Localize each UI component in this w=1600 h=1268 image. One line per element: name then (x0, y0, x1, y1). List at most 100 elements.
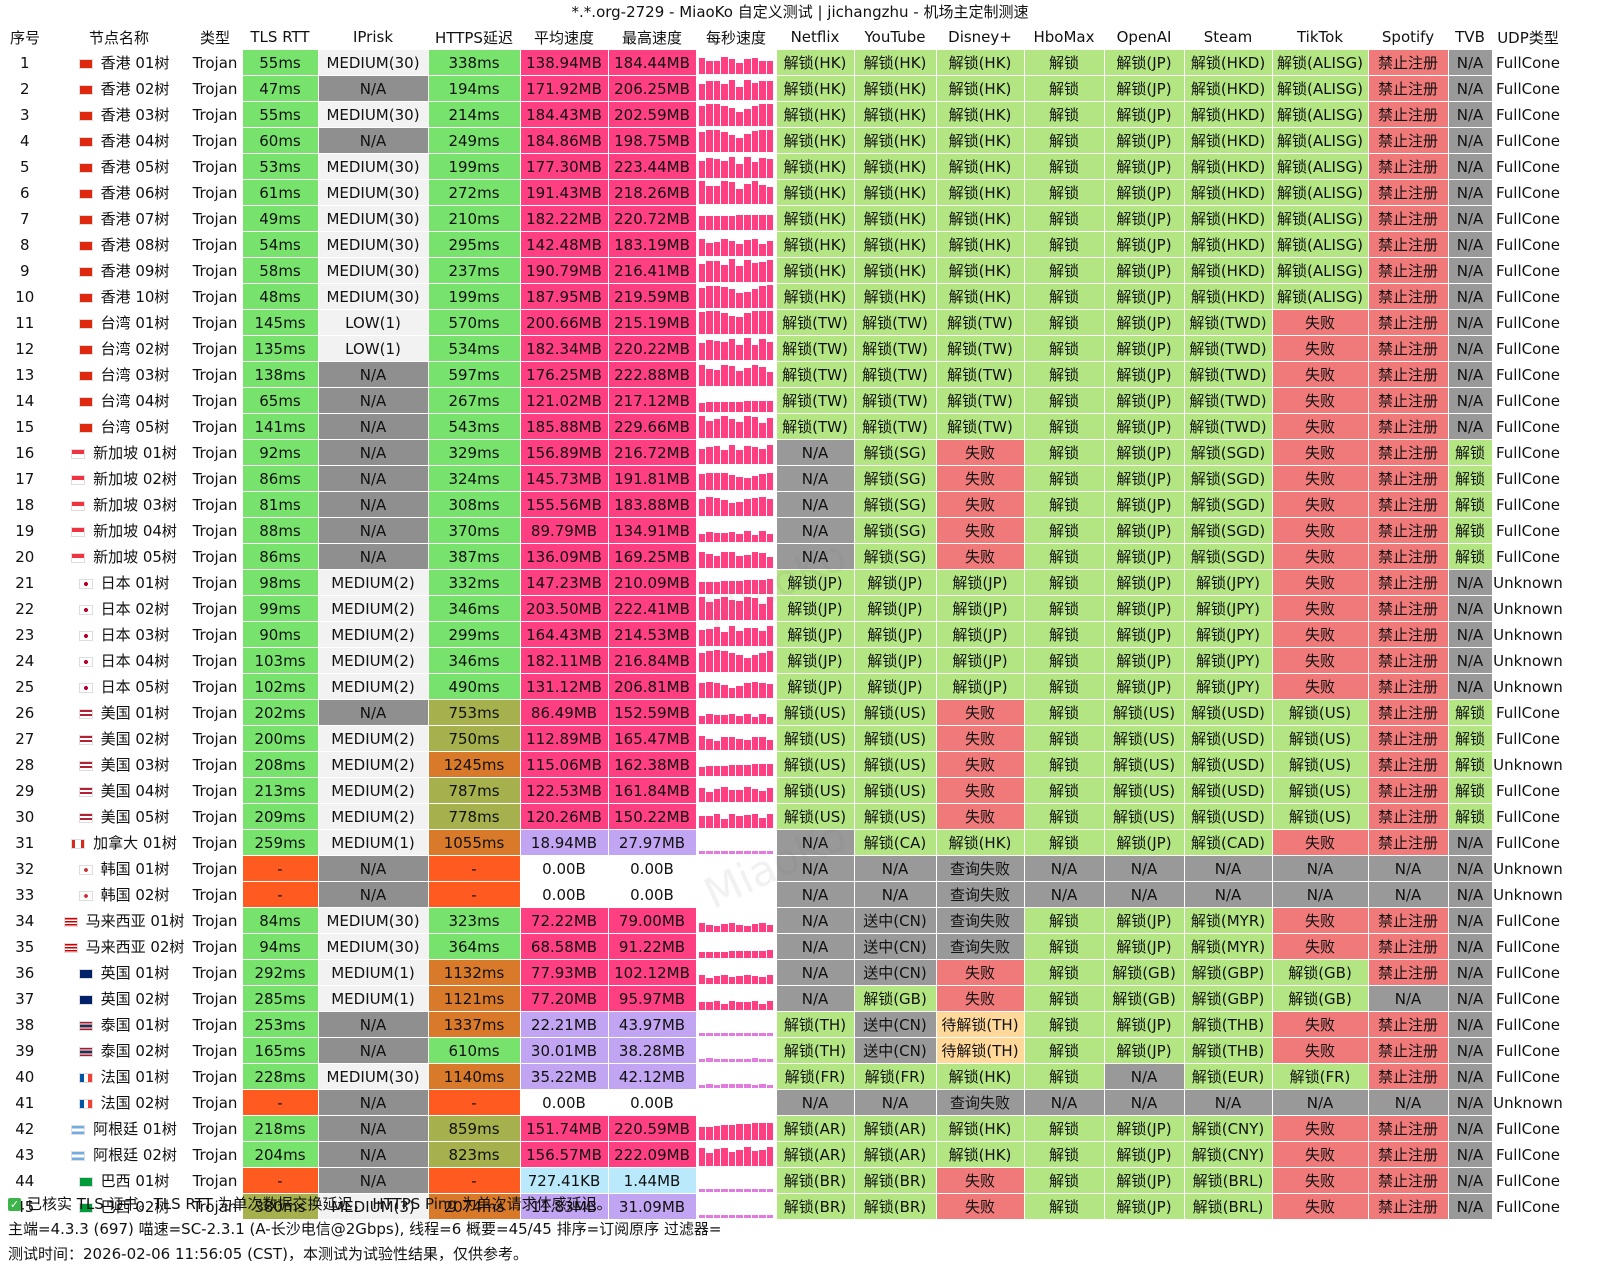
header-type[interactable]: 类型 (188, 24, 242, 50)
header-udp-type[interactable]: UDP类型 (1492, 24, 1564, 50)
table-row[interactable]: 32 韩国 01树 Trojan - N/A -0.00B 0.00B N/A N/A 查询失败 N… (0, 855, 1565, 882)
cell-per-second-speed (696, 1167, 777, 1194)
cell-avg-speed: 115.06MB (520, 751, 609, 778)
cell-index: 38 (0, 1011, 51, 1038)
table-row[interactable]: 9 香港 09树 Trojan 58ms MEDIUM(30) 237ms 190.79MB… (0, 257, 1565, 284)
table-row[interactable]: 12 台湾 02树 Trojan 135ms LOW(1) 534ms 182.34MB 22… (0, 335, 1565, 362)
header-disney[interactable]: Disney+ (936, 24, 1024, 50)
cell-steam: 解锁(JPY) (1184, 647, 1273, 674)
cell-tiktok: 解锁(ALISG) (1272, 283, 1369, 310)
cell-tiktok: 解锁(ALISG) (1272, 50, 1369, 76)
table-row[interactable]: 14 台湾 04树 Trojan 65ms N/A 267ms 121.02MB 217.12… (0, 387, 1565, 414)
cell-youtube: N/A (854, 881, 937, 908)
table-row[interactable]: 10 香港 10树 Trojan 48ms MEDIUM(30) 199ms 187.95M… (0, 283, 1565, 310)
table-row[interactable]: 18 新加坡 03树 Trojan 81ms N/A 308ms 155.56MB 183.8… (0, 491, 1565, 518)
sparkline-bar (728, 1152, 736, 1166)
header-tvb[interactable]: TVB (1448, 24, 1492, 50)
sparkline-bar (728, 652, 736, 672)
header-node-name[interactable]: 节点名称 (50, 24, 188, 50)
sparkline-bar (728, 714, 736, 724)
table-row[interactable]: 36 英国 01树 Trojan 292ms MEDIUM(1) 1132ms 77.93M… (0, 959, 1565, 986)
table-row[interactable]: 19 新加坡 04树 Trojan 88ms N/A 370ms 89.79MB 134.91… (0, 517, 1565, 544)
table-row[interactable]: 8 香港 08树 Trojan 54ms MEDIUM(30) 295ms 142.48MB… (0, 231, 1565, 258)
header-netflix[interactable]: Netflix (776, 24, 854, 50)
header-steam[interactable]: Steam (1184, 24, 1272, 50)
cell-tiktok: 失败 (1272, 439, 1369, 466)
table-row[interactable]: 21 日本 01树 Trojan 98ms MEDIUM(2) 332ms 147.23MB… (0, 569, 1565, 596)
table-row[interactable]: 26 美国 01树 Trojan 202ms N/A 753ms 86.49MB 152.59… (0, 699, 1565, 726)
header-hbomax[interactable]: HboMax (1024, 24, 1104, 50)
cell-per-second-speed (696, 1115, 777, 1142)
header-avg-speed[interactable]: 平均速度 (520, 24, 608, 50)
cell-spotify: N/A (1368, 985, 1449, 1012)
cell-tls-rtt: 55ms (242, 50, 319, 76)
header-tiktok[interactable]: TikTok (1272, 24, 1368, 50)
header-per-second-speed[interactable]: 每秒速度 (696, 24, 776, 50)
sparkline-bar (728, 580, 736, 594)
sparkline-bar (744, 974, 751, 984)
table-row[interactable]: 3 香港 03树 Trojan 55ms MEDIUM(30) 214ms 184.43MB… (0, 101, 1565, 128)
table-row[interactable]: 5 香港 05树 Trojan 53ms MEDIUM(30) 199ms 177.30MB… (0, 153, 1565, 180)
cell-per-second-speed (696, 257, 777, 284)
table-row[interactable]: 44 巴西 01树 Trojan - N/A -727.41KB 1.44MB 解锁(BR) 解… (0, 1167, 1565, 1194)
header-index[interactable]: 序号 (0, 24, 50, 50)
cell-tls-rtt: 292ms (242, 959, 319, 986)
sparkline-bar (766, 214, 774, 230)
table-row[interactable]: 22 日本 02树 Trojan 99ms MEDIUM(2) 346ms 203.50MB… (0, 595, 1565, 622)
table-row[interactable]: 15 台湾 05树 Trojan 141ms N/A 543ms 185.88MB 229.6… (0, 413, 1565, 440)
table-row[interactable]: 33 韩国 02树 Trojan - N/A -0.00B 0.00B N/A N/A 查询失败 N… (0, 881, 1565, 908)
cell-tiktok: 失败 (1272, 1115, 1369, 1142)
sparkline-bar (759, 950, 766, 958)
cell-per-second-speed (696, 803, 777, 830)
table-row[interactable]: 6 香港 06树 Trojan 61ms MEDIUM(30) 272ms 191.43MB… (0, 179, 1565, 206)
header-spotify[interactable]: Spotify (1368, 24, 1448, 50)
cell-steam: 解锁(THB) (1184, 1011, 1273, 1038)
header-iprisk[interactable]: IPrisk (318, 24, 428, 50)
table-row[interactable]: 24 日本 04树 Trojan 103ms MEDIUM(2) 346ms 182.11M… (0, 647, 1565, 674)
table-row[interactable]: 30 美国 05树 Trojan 209ms MEDIUM(2) 778ms 120.26M… (0, 803, 1565, 830)
cell-hbomax: 解锁 (1024, 1063, 1105, 1090)
table-row[interactable]: 34 马来西亚 01树 Trojan 84ms MEDIUM(30) 323ms 72.22… (0, 907, 1565, 934)
table-row[interactable]: 39 泰国 02树 Trojan 165ms N/A 610ms 30.01MB 38.28M… (0, 1037, 1565, 1064)
header-openai[interactable]: OpenAI (1104, 24, 1184, 50)
cell-index: 17 (0, 465, 51, 492)
sparkline-bar (721, 365, 728, 386)
cell-node-name: 香港 09树 (50, 257, 189, 284)
table-row[interactable]: 40 法国 01树 Trojan 228ms MEDIUM(30) 1140ms 35.22… (0, 1063, 1565, 1090)
table-row[interactable]: 45 巴西 02树 Trojan 380ms MEDIUM(3) 2074ms 11.83M… (0, 1193, 1565, 1220)
table-row[interactable]: 41 法国 02树 Trojan - N/A -0.00B 0.00B N/A N/A 查询失败 N… (0, 1089, 1565, 1116)
table-row[interactable]: 27 美国 02树 Trojan 200ms MEDIUM(2) 750ms 112.89M… (0, 725, 1565, 752)
header-youtube[interactable]: YouTube (854, 24, 936, 50)
table-row[interactable]: 20 新加坡 05树 Trojan 86ms N/A 387ms 136.09MB 169.2… (0, 543, 1565, 570)
table-row[interactable]: 1 香港 01树 Trojan 55ms MEDIUM(30) 338ms 138.94MB… (0, 50, 1565, 76)
table-row[interactable]: 13 台湾 03树 Trojan 138ms N/A 597ms 176.25MB 222.8… (0, 361, 1565, 388)
sparkline-bar (698, 582, 706, 594)
sparkline-bar (744, 368, 751, 386)
table-row[interactable]: 16 新加坡 01树 Trojan 92ms N/A 329ms 156.89MB 216.7… (0, 439, 1565, 466)
table-row[interactable]: 25 日本 05树 Trojan 102ms MEDIUM(2) 490ms 131.12M… (0, 673, 1565, 700)
table-row[interactable]: 35 马来西亚 02树 Trojan 94ms MEDIUM(30) 364ms 68.58… (0, 933, 1565, 960)
sparkline-bar (706, 339, 713, 360)
table-row[interactable]: 2 香港 02树 Trojan 47ms N/A 194ms 171.92MB 206.25M… (0, 75, 1565, 102)
table-row[interactable]: 38 泰国 01树 Trojan 253ms N/A 1337ms 22.21MB 43.97… (0, 1011, 1565, 1038)
cell-disney: 解锁(HK) (936, 1063, 1025, 1090)
sparkline-bar (751, 83, 759, 100)
header-max-speed[interactable]: 最高速度 (608, 24, 696, 50)
sparkline-bar (751, 416, 759, 438)
cell-disney: 解锁(HK) (936, 101, 1025, 128)
table-row[interactable]: 4 香港 04树 Trojan 60ms N/A 249ms 184.86MB 198.75M… (0, 127, 1565, 154)
table-row[interactable]: 42 阿根廷 01树 Trojan 218ms N/A 859ms 151.74MB 220.… (0, 1115, 1565, 1142)
header-tls-rtt[interactable]: TLS RTT (242, 24, 318, 50)
header-https-latency[interactable]: HTTPS延迟 (428, 24, 520, 50)
table-row[interactable]: 11 台湾 01树 Trojan 145ms LOW(1) 570ms 200.66MB 21… (0, 309, 1565, 336)
cell-steam: 解锁(JPY) (1184, 569, 1273, 596)
table-row[interactable]: 7 香港 07树 Trojan 49ms MEDIUM(30) 210ms 182.22MB… (0, 205, 1565, 232)
table-row[interactable]: 43 阿根廷 02树 Trojan 204ms N/A 823ms 156.57MB 222.… (0, 1141, 1565, 1168)
table-row[interactable]: 28 美国 03树 Trojan 208ms MEDIUM(2) 1245ms 115.06… (0, 751, 1565, 778)
table-row[interactable]: 17 新加坡 02树 Trojan 86ms N/A 324ms 145.73MB 191.8… (0, 465, 1565, 492)
table-row[interactable]: 31 加拿大 01树 Trojan 259ms MEDIUM(1) 1055ms 18.94… (0, 829, 1565, 856)
table-row[interactable]: 37 英国 02树 Trojan 285ms MEDIUM(1) 1121ms 77.20M… (0, 985, 1565, 1012)
table-row[interactable]: 29 美国 04树 Trojan 213ms MEDIUM(2) 787ms 122.53M… (0, 777, 1565, 804)
cell-tvb: N/A (1448, 673, 1493, 700)
table-row[interactable]: 23 日本 03树 Trojan 90ms MEDIUM(2) 299ms 164.43MB… (0, 621, 1565, 648)
